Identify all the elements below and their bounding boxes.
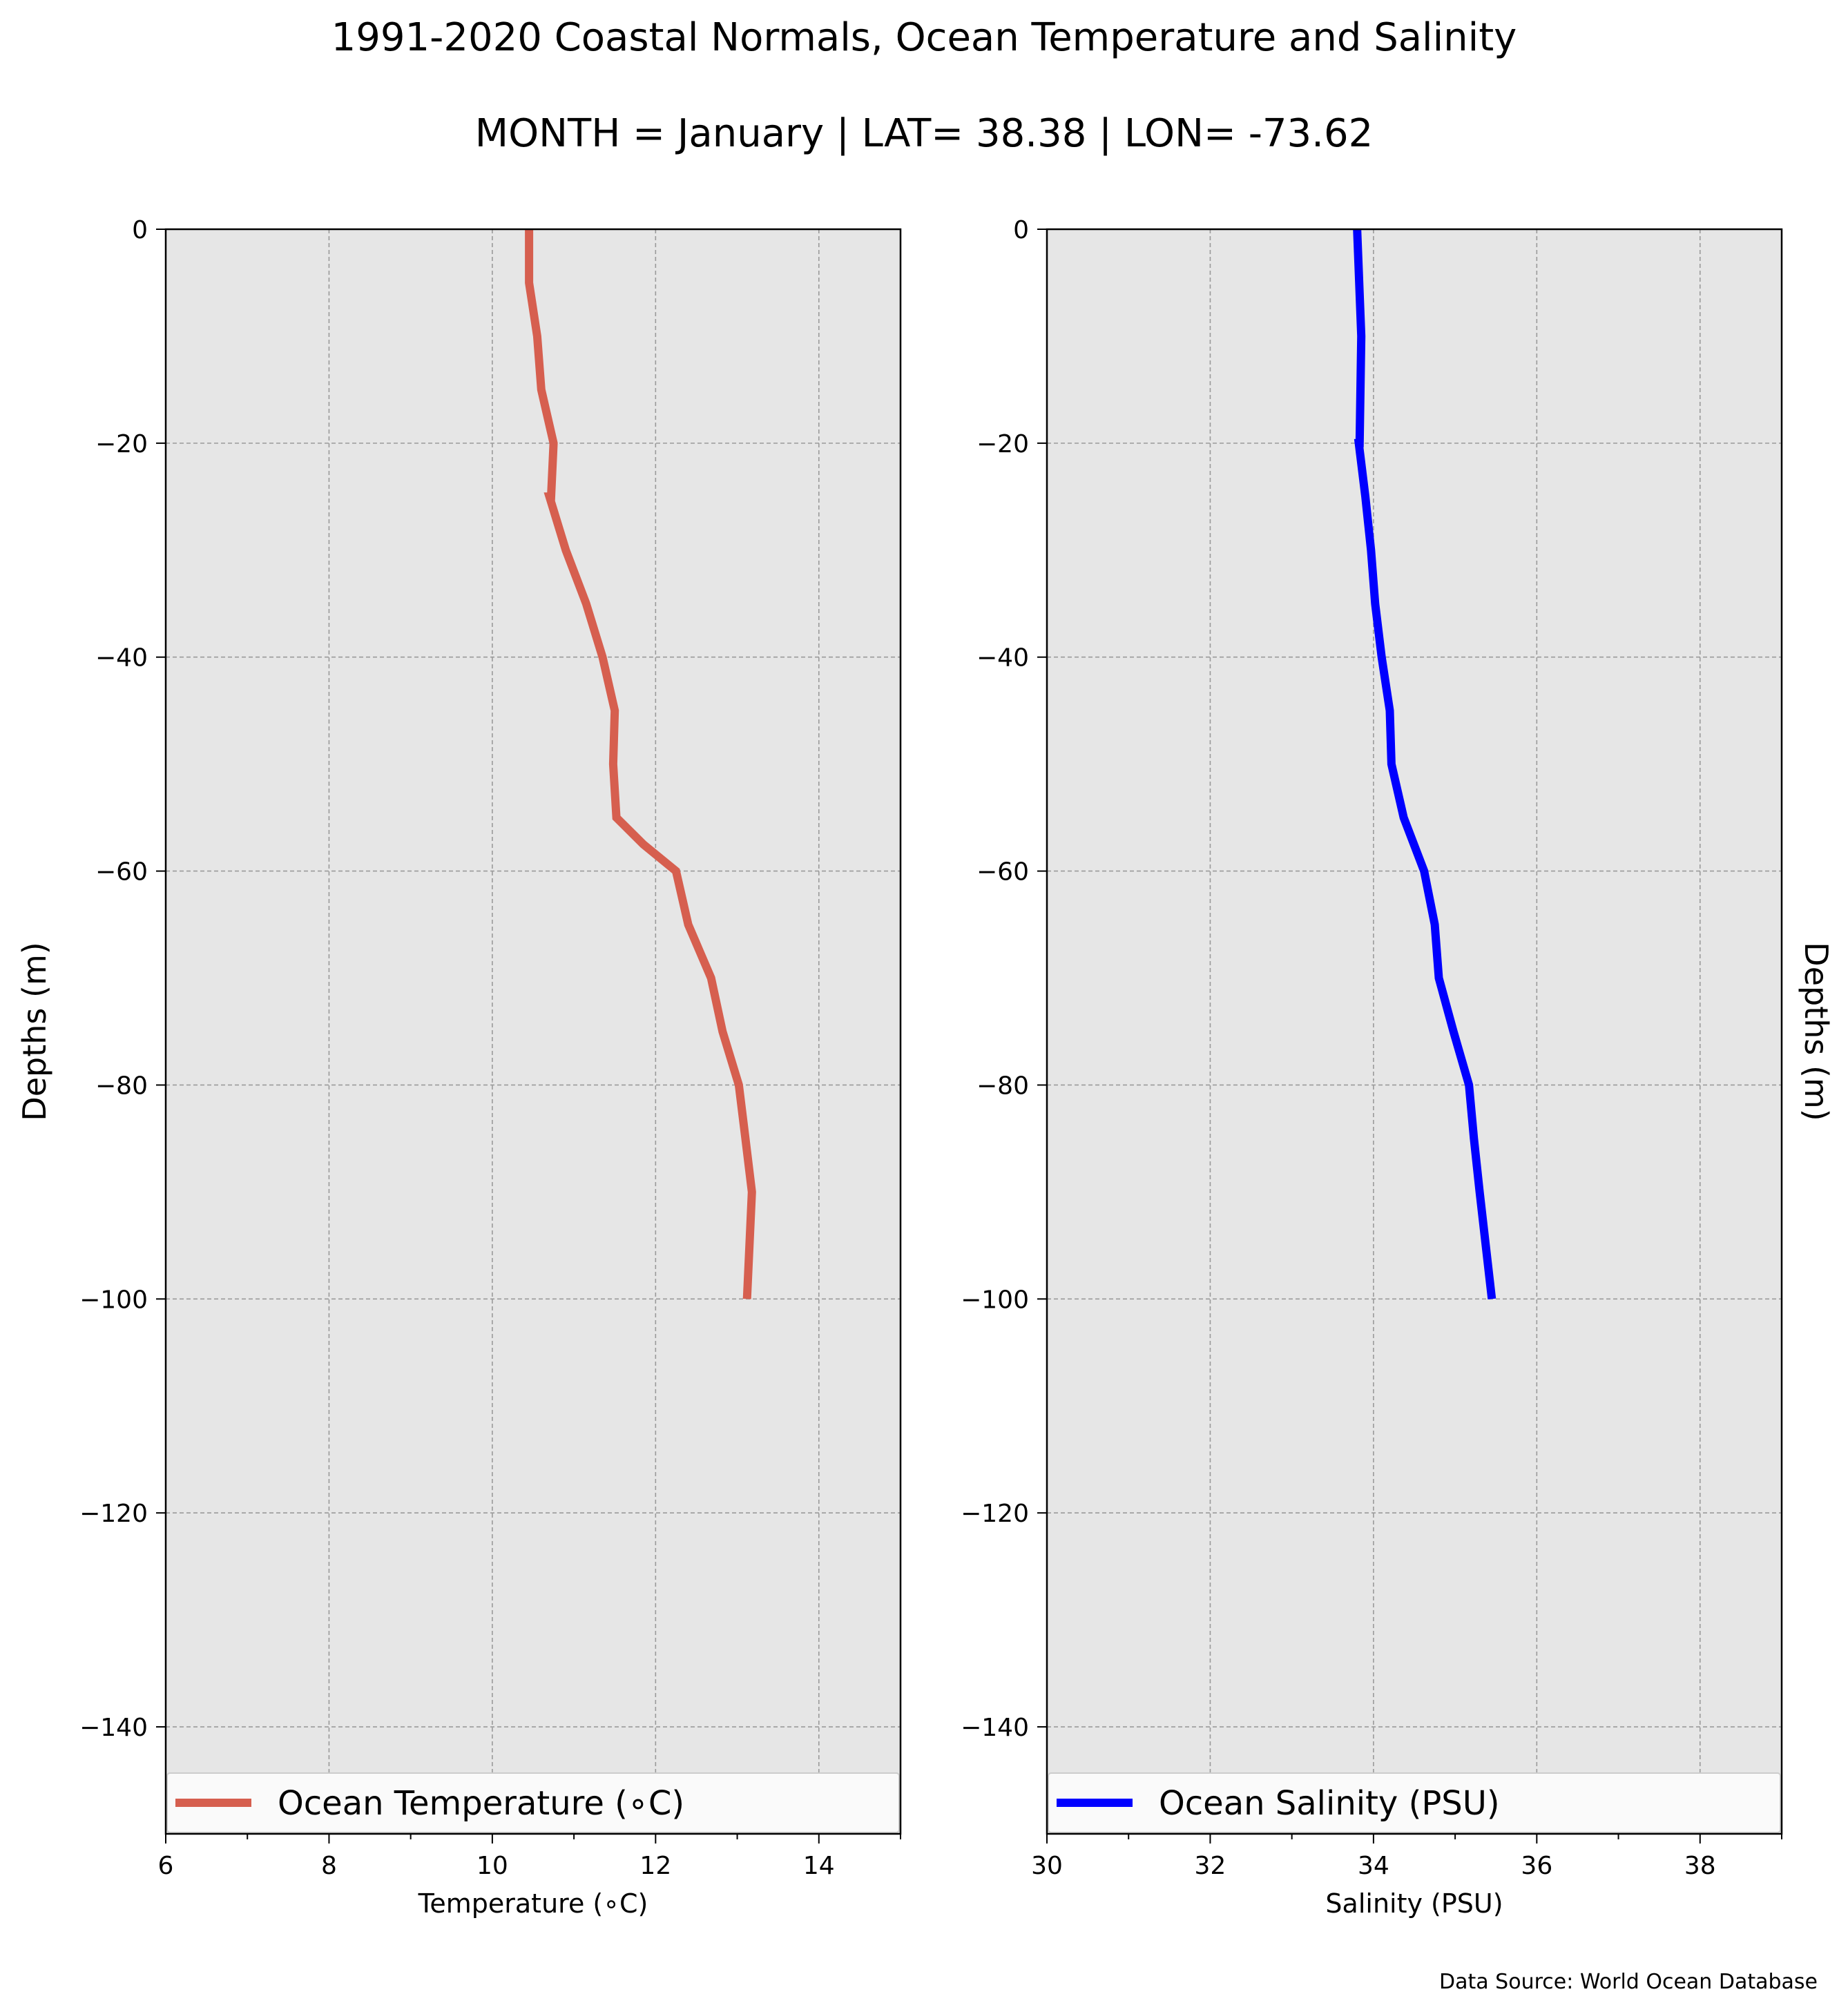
y-tick-label: −100 <box>961 1286 1029 1314</box>
x-tick-label: 36 <box>1521 1852 1552 1880</box>
legend-box <box>1048 1772 1781 1833</box>
chart-subtitle: MONTH = January | LAT= 38.38 | LON= -73.… <box>475 111 1373 156</box>
temperature-panel: Ocean Temperature (∘C) 6 8 10 12 14 0 −20 −40 −60… <box>16 216 902 1919</box>
x-tick-label: 34 <box>1358 1852 1389 1880</box>
x-tick-label: 14 <box>803 1852 835 1880</box>
y-tick-label: −80 <box>95 1072 148 1100</box>
y-tick-label: −140 <box>79 1714 148 1742</box>
legend-label: Ocean Temperature (∘C) <box>278 1784 684 1823</box>
y-tick-label: −100 <box>79 1286 148 1314</box>
y-tick-label: −20 <box>976 430 1029 458</box>
y-tick-label: 0 <box>1013 216 1029 244</box>
x-tick-label: 12 <box>639 1852 671 1880</box>
y-tick-label: −60 <box>95 858 148 887</box>
plot-area <box>166 229 901 1834</box>
y-tick-label: −140 <box>961 1714 1029 1742</box>
x-tick-label: 30 <box>1031 1852 1063 1880</box>
axes-frame <box>164 228 902 1835</box>
data-source-note: Data Source: World Ocean Database <box>1439 1970 1818 1994</box>
y-tick-label: −40 <box>95 644 148 672</box>
salinity-panel: Ocean Salinity (PSU) 30 32 34 36 38 0 −20 −40 −60… <box>961 216 1835 1919</box>
y-axis-label: Depths (m) <box>16 942 53 1121</box>
x-axis-label: Salinity (PSU) <box>1325 1888 1503 1919</box>
y-tick-label: −60 <box>976 858 1029 887</box>
y-tick-label: −40 <box>976 644 1029 672</box>
series-line <box>525 229 756 1299</box>
x-tick-label: 10 <box>477 1852 508 1880</box>
plot-area <box>1047 229 1782 1834</box>
y-tick-label: −80 <box>976 1072 1029 1100</box>
y-tick-label: −20 <box>95 430 148 458</box>
x-tick-label: 6 <box>158 1852 174 1880</box>
series-line <box>1353 229 1496 1299</box>
axes-frame <box>1046 228 1783 1835</box>
x-tick-label: 8 <box>321 1852 337 1880</box>
chart-title: 1991-2020 Coastal Normals, Ocean Tempera… <box>331 15 1517 60</box>
x-tick-label: 38 <box>1684 1852 1716 1880</box>
y-axis-label: Depths (m) <box>1798 942 1835 1121</box>
legend-box <box>166 1772 900 1833</box>
y-tick-label: −120 <box>961 1500 1029 1528</box>
y-tick-label: 0 <box>132 216 148 244</box>
legend-label: Ocean Salinity (PSU) <box>1159 1784 1500 1823</box>
x-tick-label: 32 <box>1195 1852 1226 1880</box>
y-tick-label: −120 <box>79 1500 148 1528</box>
x-axis-label: Temperature (∘C) <box>418 1888 648 1919</box>
